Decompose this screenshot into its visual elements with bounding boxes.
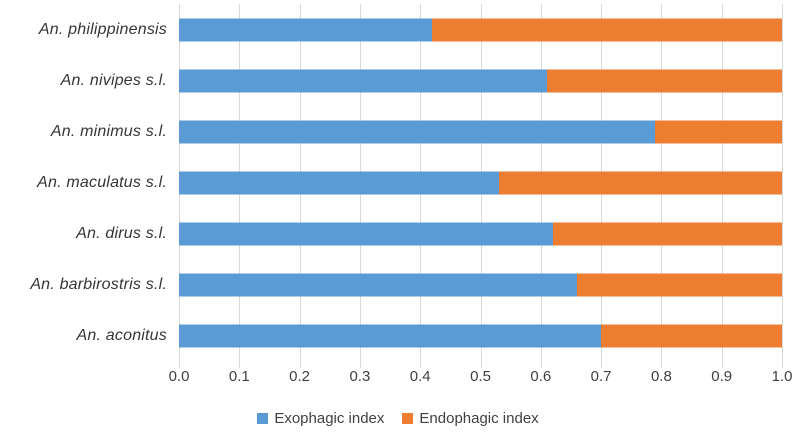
bar-row <box>179 209 782 260</box>
legend-item: Exophagic index <box>257 410 384 427</box>
x-tick-label: 1.0 <box>771 368 793 385</box>
category-label: An. aconitus <box>76 327 167 345</box>
category-label: An. philippinensis <box>38 20 167 38</box>
category-label: An. nivipes s.l. <box>60 71 167 89</box>
category-label: An. barbirostris s.l. <box>30 276 167 294</box>
bar-segment-endophagic <box>601 324 782 348</box>
bar-segment-endophagic <box>552 222 782 246</box>
stacked-bar <box>179 222 782 246</box>
bar-segment-exophagic <box>179 120 656 144</box>
bar-row <box>179 55 782 106</box>
bar-segment-endophagic <box>576 273 782 297</box>
bar-segment-exophagic <box>179 18 433 42</box>
x-axis: 0.0 0.1 0.2 0.3 0.4 0.5 0.6 0.7 0.8 0.9 1.0 <box>169 368 793 390</box>
x-tick-label: 0.9 <box>711 368 733 385</box>
bar-rows <box>179 4 782 362</box>
x-tick-label: 0.3 <box>349 368 371 385</box>
axis-tick <box>420 362 422 368</box>
plot-area <box>179 4 783 368</box>
bar-segment-endophagic <box>432 18 782 42</box>
y-axis-category-labels: An. philippinensis An. nivipes s.l. An. mi… <box>0 4 167 362</box>
legend: Exophagic index Endophagic index <box>0 410 796 427</box>
x-tick-label: 0.1 <box>228 368 250 385</box>
axis-tick <box>179 362 180 368</box>
bar-segment-exophagic <box>179 222 553 246</box>
bar-segment-exophagic <box>179 324 602 348</box>
bar-row <box>179 106 782 157</box>
stacked-bar <box>179 171 782 195</box>
category-label: An. maculatus s.l. <box>37 173 167 191</box>
axis-tick <box>359 362 361 368</box>
stacked-bar <box>179 18 782 42</box>
axis-tick <box>239 362 241 368</box>
axis-tick <box>661 362 663 368</box>
bar-segment-exophagic <box>179 273 577 297</box>
bar-segment-endophagic <box>655 120 782 144</box>
bar-row <box>179 260 782 311</box>
axis-tick <box>601 362 603 368</box>
bar-segment-endophagic <box>546 69 782 93</box>
stacked-bar <box>179 69 782 93</box>
x-tick-label: 0.6 <box>530 368 552 385</box>
bar-row <box>179 4 782 55</box>
x-tick-label: 0.8 <box>650 368 672 385</box>
category-label: An. dirus s.l. <box>76 225 167 243</box>
bar-row <box>179 157 782 208</box>
gridline <box>782 4 783 362</box>
bar-segment-endophagic <box>498 171 782 195</box>
x-tick-label: 0.4 <box>409 368 431 385</box>
x-tick-label: 0.7 <box>590 368 612 385</box>
legend-item: Endophagic index <box>402 410 539 427</box>
axis-tick <box>782 362 783 368</box>
bar-row <box>179 311 782 362</box>
stacked-bar <box>179 324 782 348</box>
category-label: An. minimus s.l. <box>50 122 167 140</box>
axis-tick <box>721 362 723 368</box>
legend-label: Exophagic index <box>274 410 385 427</box>
bar-segment-exophagic <box>179 171 499 195</box>
axis-tick <box>299 362 301 368</box>
x-tick-label: 0.5 <box>470 368 491 385</box>
legend-label: Endophagic index <box>419 410 539 427</box>
legend-swatch-icon <box>257 413 269 424</box>
bar-segment-exophagic <box>179 69 547 93</box>
x-tick-label: 0.0 <box>168 368 190 385</box>
stacked-bar <box>179 273 782 297</box>
legend-swatch-icon <box>402 413 414 424</box>
axis-tick <box>480 362 482 368</box>
x-tick-label: 0.2 <box>289 368 311 385</box>
stacked-bar <box>179 120 782 144</box>
axis-tick <box>540 362 542 368</box>
